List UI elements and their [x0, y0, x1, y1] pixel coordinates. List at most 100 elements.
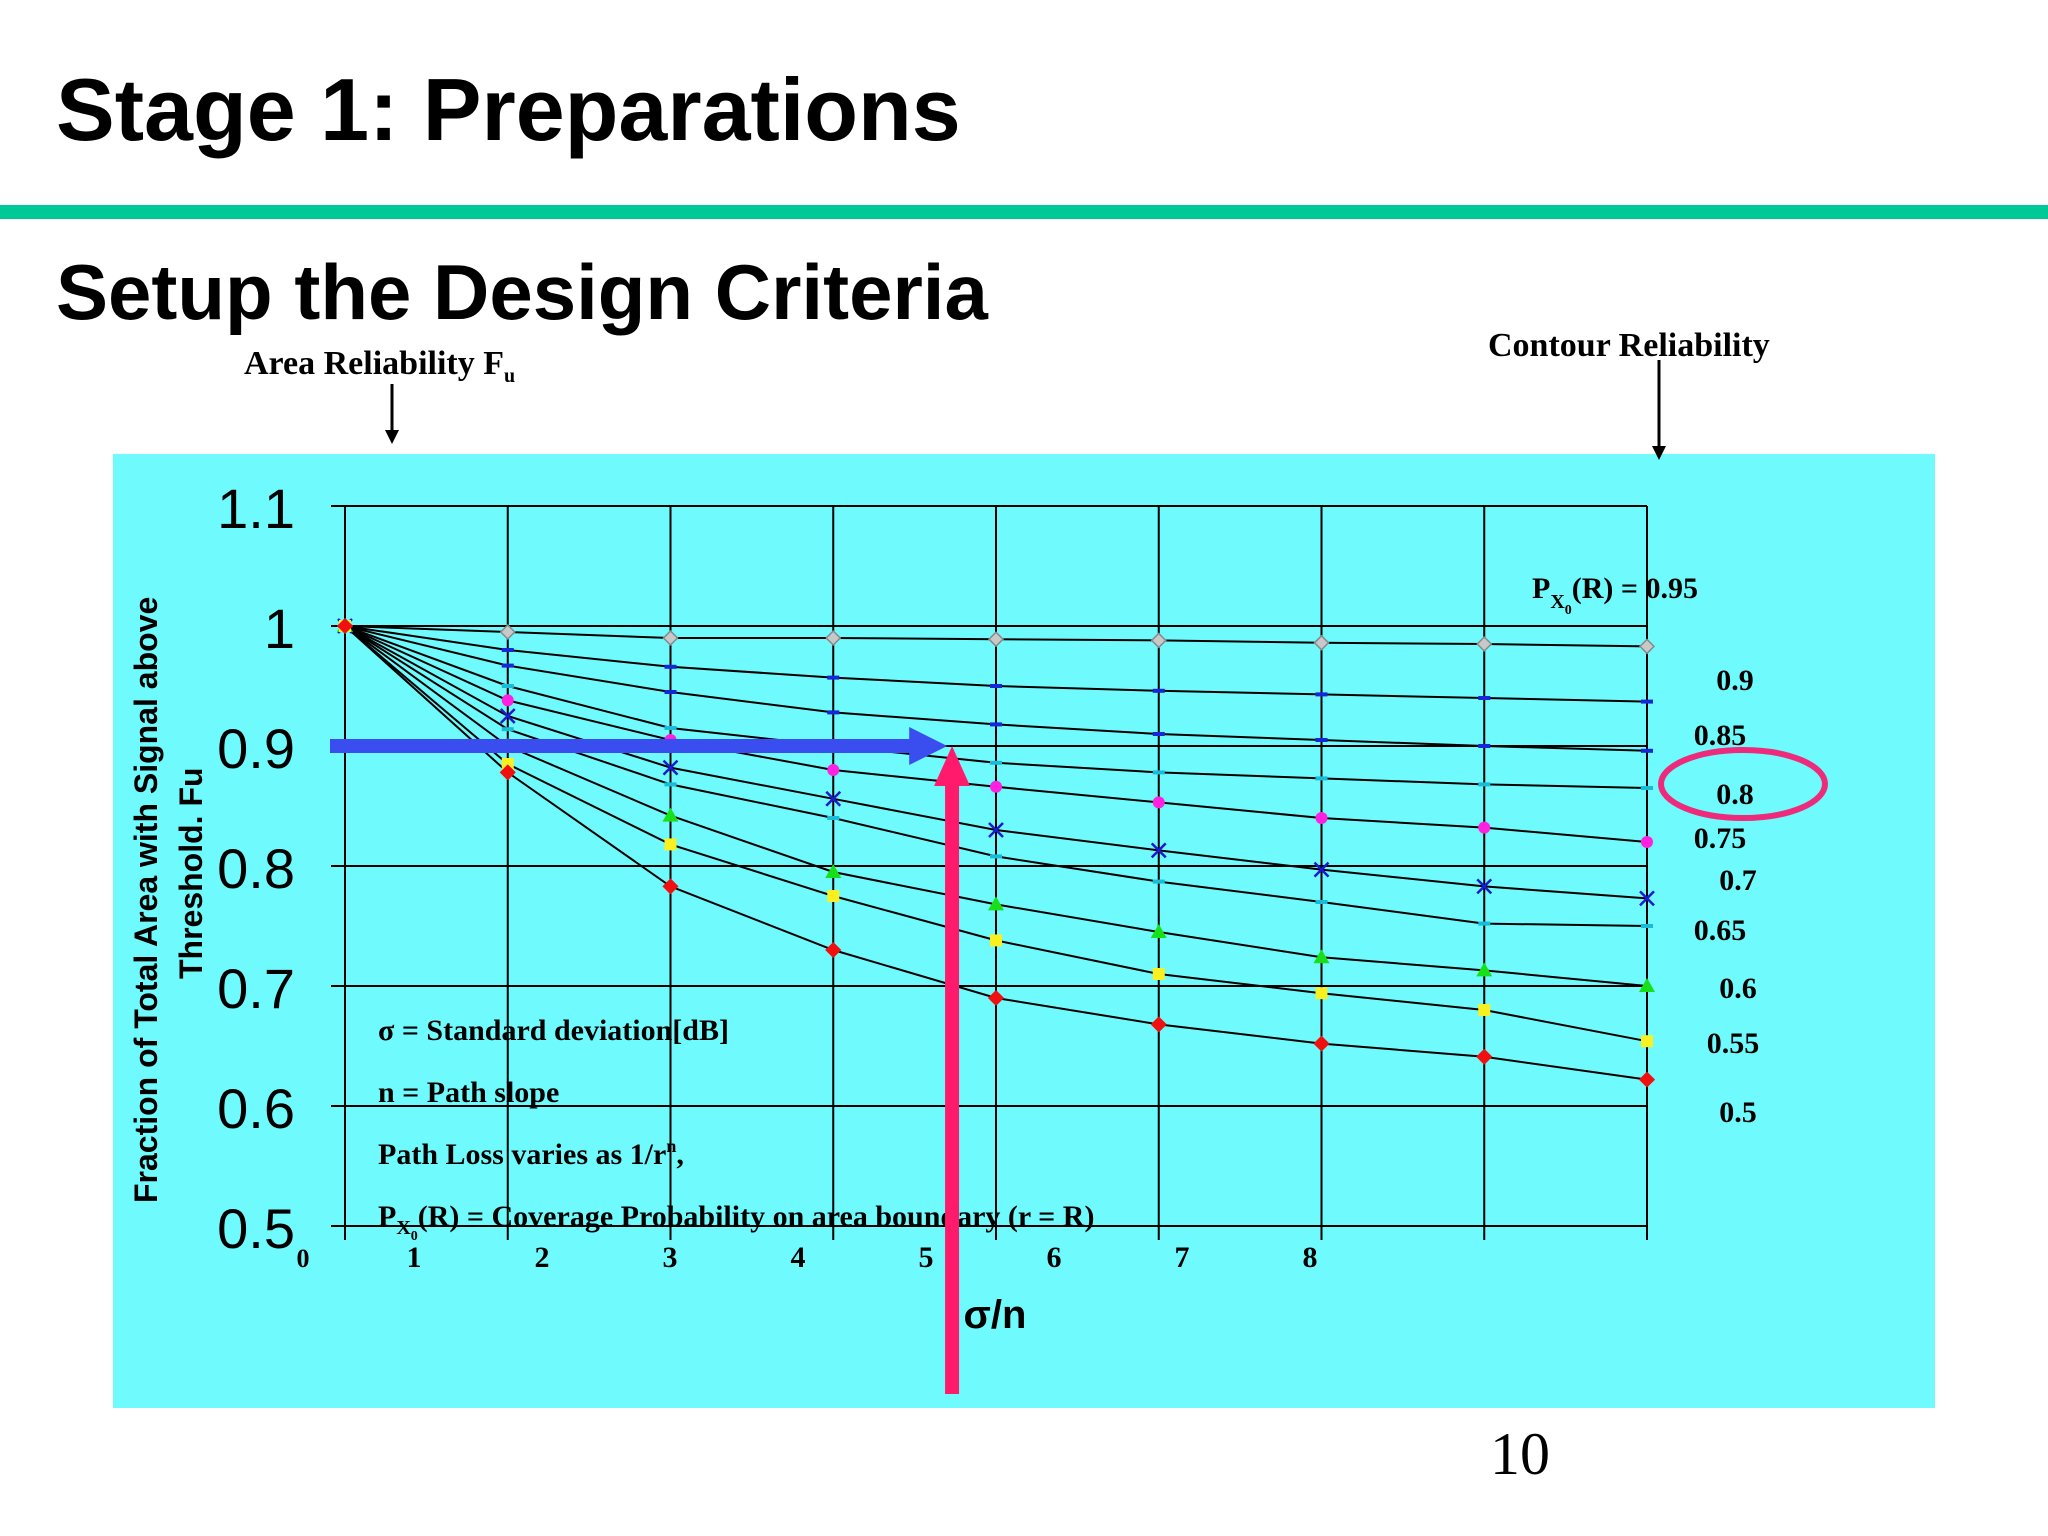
horizontal-arrowhead	[909, 727, 948, 765]
marker-0.55-5	[1152, 968, 1165, 980]
marker-0.6-8	[1639, 978, 1655, 992]
series-labels: 0.9 0.85 0.8 0.75 0.7 0.65 0.6 0.55 0.5	[1694, 664, 1760, 1129]
marker-0.8-6	[1315, 776, 1328, 781]
marker-0.75-4	[990, 780, 1002, 793]
series-label-0.65: 0.65	[1694, 914, 1747, 947]
marker-0.85-1	[501, 663, 514, 668]
horizontal-arrow-shaft	[330, 739, 914, 753]
marker-0.5-1	[499, 764, 516, 781]
x-tick-label-3: 3	[663, 1241, 678, 1274]
marker-0.95-3	[825, 629, 842, 647]
marker-0.8-5	[1152, 770, 1165, 775]
marker-0.8-7	[1478, 782, 1491, 787]
marker-0.6-2	[662, 807, 679, 822]
contour-reliability-arrowhead	[1652, 446, 1666, 460]
marker-0.55-3	[827, 890, 840, 902]
marker-0.7-3	[825, 790, 842, 807]
marker-0.75-3	[827, 764, 840, 776]
marker-0.5-6	[1313, 1035, 1330, 1052]
series-label-0.75: 0.75	[1694, 822, 1747, 855]
x-tick-labels: 0 1 2 3 4 5 6 7 8	[297, 1241, 1318, 1274]
marker-0.65-2	[664, 782, 677, 787]
x-tick-label-6: 6	[1047, 1241, 1062, 1274]
marker-0.9-5	[1152, 688, 1165, 693]
x-axis-title: σ/n	[964, 1293, 1027, 1337]
marker-0.6-3	[825, 864, 842, 878]
marker-0.75-8	[1641, 836, 1653, 848]
series-label-0.7: 0.7	[1719, 864, 1757, 897]
series-label-0.9: 0.9	[1716, 664, 1754, 697]
y-tick-label-0: 1.1	[217, 477, 295, 540]
marker-0.55-4	[990, 934, 1002, 947]
marker-0.7-2	[662, 759, 679, 776]
area-reliability-arrowhead	[385, 430, 399, 444]
marker-0.7-1	[499, 708, 516, 724]
x-tick-label-7: 7	[1175, 1241, 1190, 1274]
marker-0.55-7	[1478, 1004, 1491, 1016]
series-label-0.6: 0.6	[1719, 972, 1757, 1005]
marker-0.8-2	[664, 726, 677, 730]
x-tick-label-4: 4	[791, 1241, 806, 1274]
y-tick-label-1: 1	[264, 597, 295, 660]
x-tick-label-5: 5	[919, 1241, 934, 1274]
marker-0.85-6	[1315, 738, 1328, 742]
marker-0.6-6	[1313, 949, 1330, 964]
marker-0.95-7	[1476, 635, 1493, 653]
marker-0.55-1	[501, 758, 514, 770]
vertical-arrow-shaft	[945, 782, 960, 1394]
highlight-ellipse	[1658, 747, 1828, 821]
marker-0.65-5	[1152, 879, 1165, 884]
series-label-0.8: 0.8	[1716, 778, 1754, 811]
marker-0.5-0	[336, 617, 354, 635]
y-tick-labels: 1.1 1 0.9 0.8 0.7 0.6 0.5	[217, 477, 295, 1260]
vertical-arrowhead	[934, 746, 971, 786]
marker-0.85-8	[1641, 748, 1653, 753]
marker-0.55-8	[1641, 1035, 1653, 1048]
marker-0.7-8	[1639, 890, 1655, 907]
x-tick-label-1: 1	[407, 1241, 422, 1274]
marker-0.9-3	[827, 675, 840, 680]
marker-0.9-8	[1641, 699, 1653, 704]
marker-0.65-6	[1315, 900, 1328, 904]
marker-0.5-5	[1150, 1016, 1167, 1033]
marker-0.75-1	[501, 694, 514, 707]
marker-0.8-4	[990, 760, 1002, 765]
title-divider	[0, 205, 2048, 219]
marker-0.7-4	[988, 822, 1004, 838]
y-tick-label-5: 0.6	[217, 1077, 295, 1140]
marker-0.6-5	[1150, 924, 1167, 938]
px0-095-label: PX0(R) = 0.95	[1532, 572, 1698, 618]
y-tick-label-4: 0.7	[217, 957, 295, 1020]
marker-0.95-2	[662, 629, 679, 647]
series-markers	[336, 617, 1656, 1088]
marker-0.9-2	[664, 664, 677, 669]
marker-0.9-7	[1478, 696, 1491, 700]
slide-subtitle: Setup the Design Criteria	[56, 248, 988, 336]
legend-n-line: n = Path slope	[378, 1076, 559, 1109]
marker-0.7-7	[1476, 878, 1493, 895]
legend-sigma-line: σ = Standard deviation[dB]	[378, 1014, 729, 1047]
marker-0.95-6	[1313, 634, 1330, 651]
marker-0.85-5	[1152, 732, 1165, 736]
marker-0.95-4	[987, 631, 1005, 648]
marker-0.5-3	[825, 941, 842, 959]
y-axis-title-line2: Threshold. Fu	[173, 767, 209, 979]
marker-0.95-5	[1150, 632, 1167, 649]
x-tick-label-2: 2	[535, 1241, 550, 1274]
x-tick-label-8: 8	[1303, 1241, 1318, 1274]
marker-0.65-3	[827, 816, 840, 820]
slide-title: Stage 1: Preparations	[56, 60, 961, 159]
marker-0.95-1	[499, 623, 516, 641]
y-tick-label-6: 0.5	[217, 1197, 295, 1260]
chart-legend-notes: σ = Standard deviation[dB] n = Path slop…	[378, 1014, 1094, 1244]
series-label-0.5: 0.5	[1719, 1096, 1757, 1129]
marker-0.65-4	[990, 854, 1002, 859]
marker-0.9-6	[1315, 692, 1328, 697]
marker-0.8-1	[501, 684, 514, 688]
marker-0.9-4	[990, 684, 1002, 688]
marker-0.5-8	[1638, 1071, 1656, 1088]
series-label-0.85: 0.85	[1694, 719, 1747, 752]
marker-0.5-7	[1476, 1048, 1493, 1065]
marker-0.7-5	[1150, 842, 1167, 859]
